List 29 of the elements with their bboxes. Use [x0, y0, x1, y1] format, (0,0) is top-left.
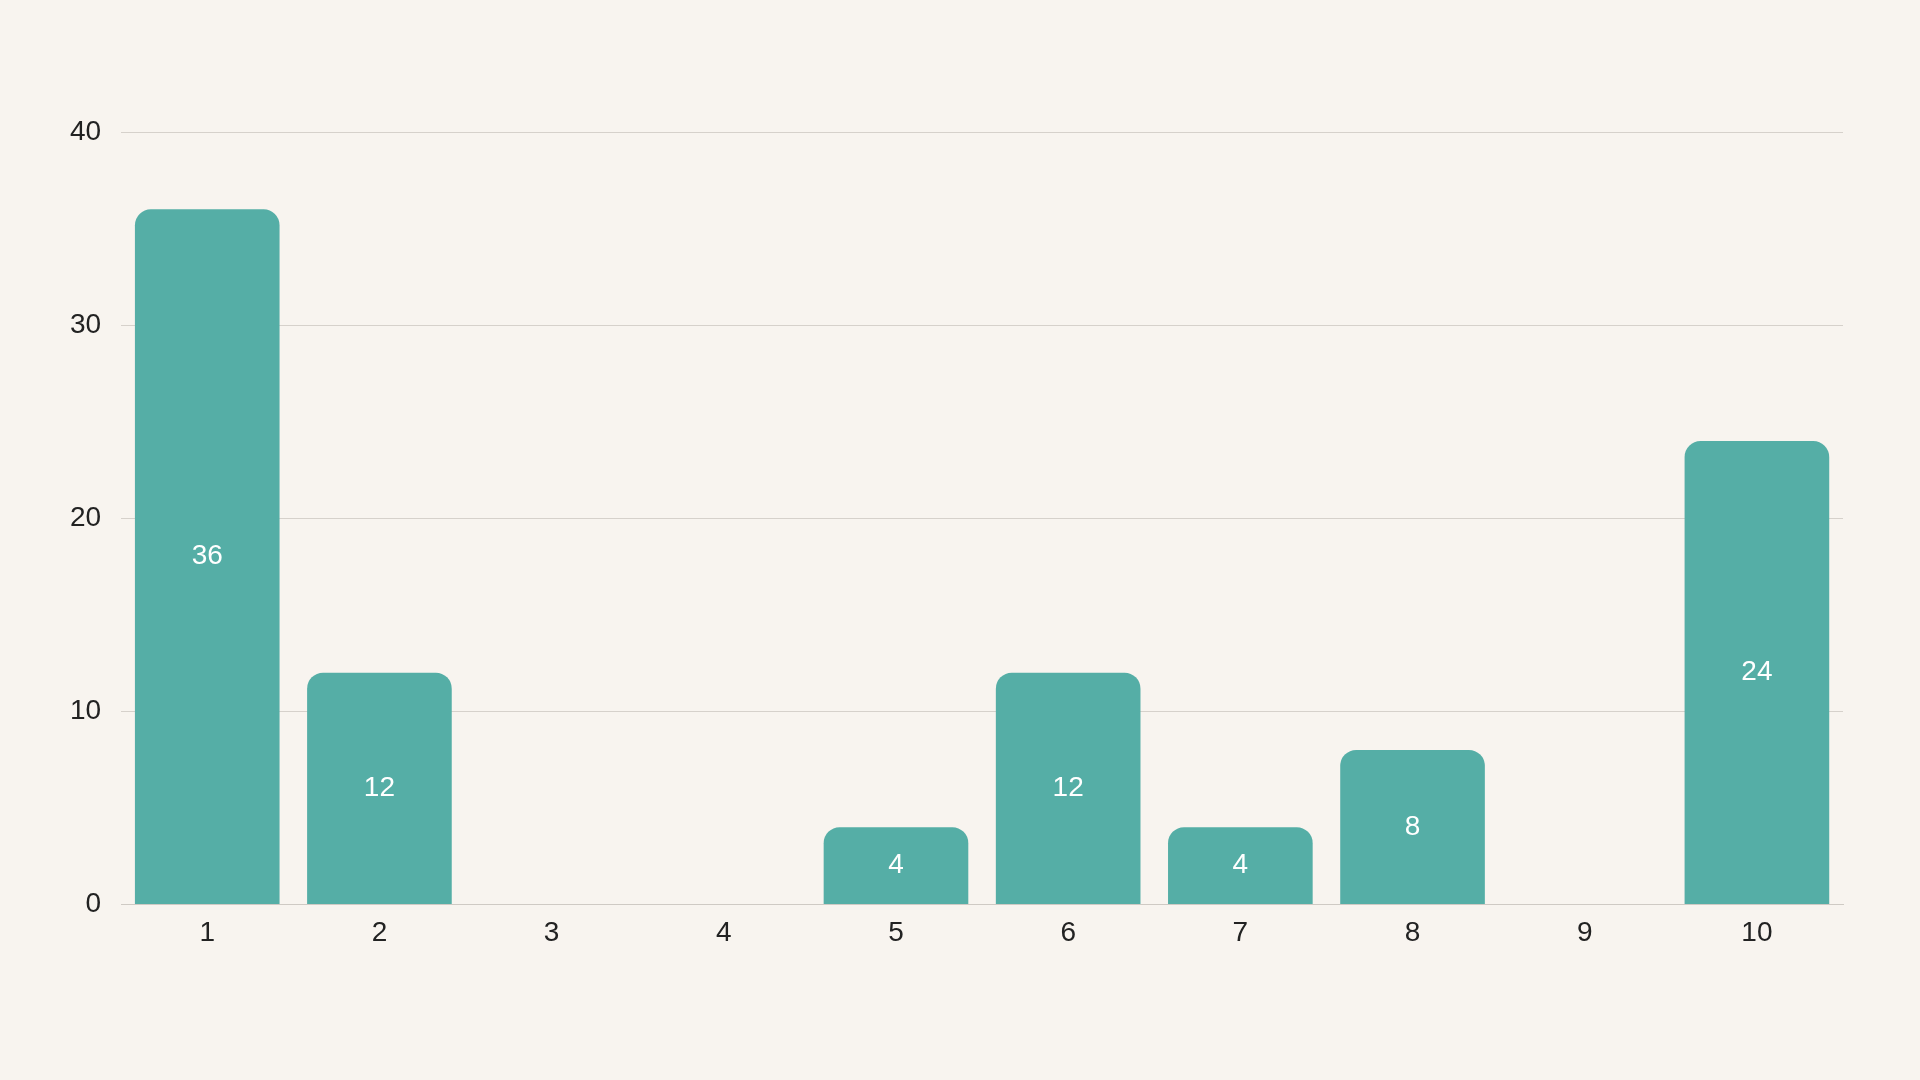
- bar: [1168, 827, 1313, 904]
- y-tick-label: 0: [85, 887, 102, 919]
- bar: [1340, 749, 1485, 904]
- y-tick-label: 10: [69, 694, 102, 726]
- x-tick-label: 1: [199, 915, 216, 947]
- x-tick-label: 5: [888, 915, 904, 947]
- x-tick-label: 10: [1741, 915, 1773, 947]
- data-label: 4: [888, 848, 904, 880]
- data-label: 8: [1404, 809, 1421, 841]
- x-tick-label: 8: [1404, 915, 1421, 947]
- y-tick-label: 30: [69, 307, 102, 339]
- bar: [1684, 440, 1830, 904]
- data-label: 36: [191, 539, 223, 571]
- y-tick-label: 40: [69, 114, 102, 146]
- x-tick-label: 3: [543, 915, 560, 947]
- x-tick-label: 9: [1576, 915, 1593, 947]
- x-tick-label: 2: [371, 915, 388, 947]
- bar: [307, 672, 452, 904]
- x-tick-label: 7: [1232, 915, 1249, 947]
- data-label: 12: [363, 771, 395, 803]
- data-label: 4: [1232, 848, 1249, 880]
- x-tick-label: 6: [1060, 915, 1076, 947]
- x-tick-label: 4: [716, 915, 732, 947]
- bar: [134, 209, 280, 904]
- bar: [823, 827, 969, 904]
- data-label: 24: [1741, 655, 1773, 687]
- y-tick-label: 20: [69, 500, 102, 532]
- data-label: 12: [1052, 771, 1084, 803]
- bar: [995, 672, 1141, 904]
